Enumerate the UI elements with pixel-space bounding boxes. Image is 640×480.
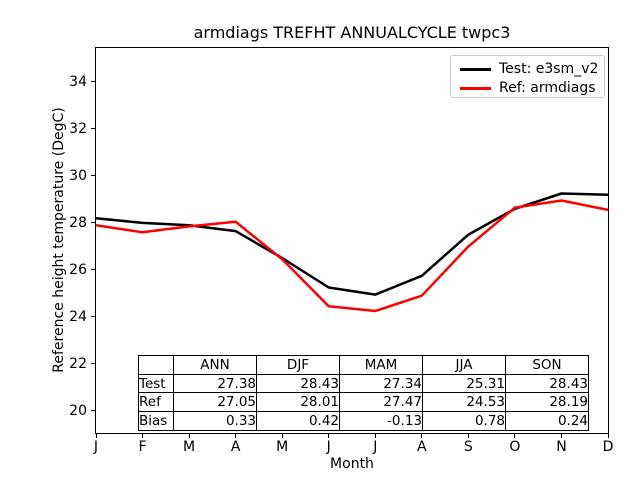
stats-table-column-header: DJF: [256, 355, 340, 375]
x-tick-mark: [188, 434, 190, 438]
legend: Test: e3sm_v2 Ref: armdiags: [450, 55, 605, 98]
y-tick-mark: [91, 410, 95, 412]
x-tick-label: A: [230, 439, 241, 455]
y-tick-label: 34: [69, 73, 87, 90]
stats-table-column-header: SON: [505, 355, 589, 375]
x-tick-label: O: [509, 439, 521, 455]
x-tick-label: F: [138, 439, 147, 455]
y-tick-label: 30: [69, 167, 87, 184]
stats-table-value-cell: 0.78: [422, 411, 506, 431]
y-tick-mark: [91, 222, 95, 224]
stats-table-value-cell: 28.43: [505, 373, 589, 394]
ref-line-swatch-icon: [460, 86, 491, 90]
x-tick-label: J: [373, 439, 378, 455]
x-tick-label: J: [93, 439, 99, 455]
x-tick-mark: [235, 434, 237, 438]
legend-item-ref: Ref: armdiags: [451, 79, 604, 97]
test-line-swatch-icon: [460, 67, 491, 71]
y-tick-mark: [91, 128, 95, 130]
y-tick-mark: [91, 316, 95, 318]
x-tick-mark: [374, 434, 376, 438]
y-tick-mark: [91, 269, 95, 271]
x-tick-mark: [560, 434, 562, 438]
stats-table-row-label: Bias: [138, 411, 174, 431]
x-tick-mark: [95, 434, 97, 438]
stats-table-column-header: MAM: [339, 355, 423, 375]
stats-table-value-cell: 28.19: [505, 392, 589, 413]
y-tick-mark: [91, 363, 95, 365]
x-tick-mark: [328, 434, 330, 438]
legend-label-ref: Ref: armdiags: [499, 80, 596, 96]
x-tick-label: A: [417, 439, 427, 455]
stats-table-value-cell: 27.05: [173, 392, 257, 413]
y-tick-mark: [91, 175, 95, 177]
x-tick-mark: [421, 434, 423, 438]
x-tick-mark: [467, 434, 469, 438]
stats-table-column-header: ANN: [173, 355, 257, 375]
x-tick-label: D: [602, 439, 614, 455]
stats-table: ANN DJF MAM JJA SON Test 27.38 28.43 27.34 25.31 2…: [138, 355, 589, 431]
x-axis-label: Month: [330, 456, 374, 472]
stats-table-value-cell: 24.53: [422, 392, 506, 413]
x-tick-mark: [514, 434, 516, 438]
y-tick-mark: [91, 81, 95, 83]
stats-table-value-cell: 25.31: [422, 373, 506, 394]
y-tick-label: 20: [69, 402, 87, 419]
y-tick-label: 22: [69, 355, 87, 372]
line-test: [96, 192, 608, 296]
stats-table-value-cell: 28.43: [256, 373, 340, 394]
chart-title: armdiags TREFHT ANNUALCYCLE twpc3: [193, 23, 511, 42]
x-tick-label: N: [556, 439, 567, 455]
stats-table-row: Ref 27.05 28.01 27.47 24.53 28.19: [138, 392, 589, 413]
x-tick-label: J: [326, 439, 331, 455]
y-tick-label: 32: [69, 120, 87, 137]
legend-label-test: Test: e3sm_v2: [499, 61, 599, 77]
stats-table-value-cell: 0.33: [173, 411, 257, 431]
stats-table-row-label: Ref: [138, 392, 174, 413]
stats-table-value-cell: 28.01: [256, 392, 340, 413]
stats-table-value-cell: 0.24: [505, 411, 589, 431]
stats-table-value-cell: 0.42: [256, 411, 340, 431]
stats-table-row-label: Test: [138, 373, 174, 394]
stats-table-column-header: JJA: [422, 355, 506, 375]
stats-table-row: Bias 0.33 0.42 -0.13 0.78 0.24: [138, 411, 589, 431]
stats-table-value-cell: 27.47: [339, 392, 423, 413]
line-ref: [96, 199, 608, 313]
y-axis-label: Reference height temperature (DegC): [51, 107, 67, 373]
x-tick-mark: [142, 434, 144, 438]
x-tick-label: M: [183, 439, 196, 455]
plot-lines-canvas: [96, 192, 608, 313]
stats-table-corner-cell: [138, 355, 174, 375]
stats-table-row: Test 27.38 28.43 27.34 25.31 28.43: [138, 373, 589, 394]
y-tick-label: 28: [69, 214, 87, 231]
x-tick-label: M: [276, 439, 289, 455]
stats-table-value-cell: 27.38: [173, 373, 257, 394]
legend-item-test: Test: e3sm_v2: [451, 60, 604, 78]
stats-table-value-cell: -0.13: [339, 411, 423, 431]
stats-table-header-row: ANN DJF MAM JJA SON: [138, 355, 589, 375]
x-tick-mark: [607, 434, 609, 438]
stats-table-value-cell: 27.34: [339, 373, 423, 394]
y-tick-label: 24: [69, 308, 87, 325]
y-tick-label: 26: [69, 261, 87, 278]
x-tick-label: S: [463, 439, 473, 455]
x-tick-mark: [281, 434, 283, 438]
plot-area: Test: e3sm_v2 Ref: armdiags ANN DJF MAM JJA…: [95, 47, 609, 434]
